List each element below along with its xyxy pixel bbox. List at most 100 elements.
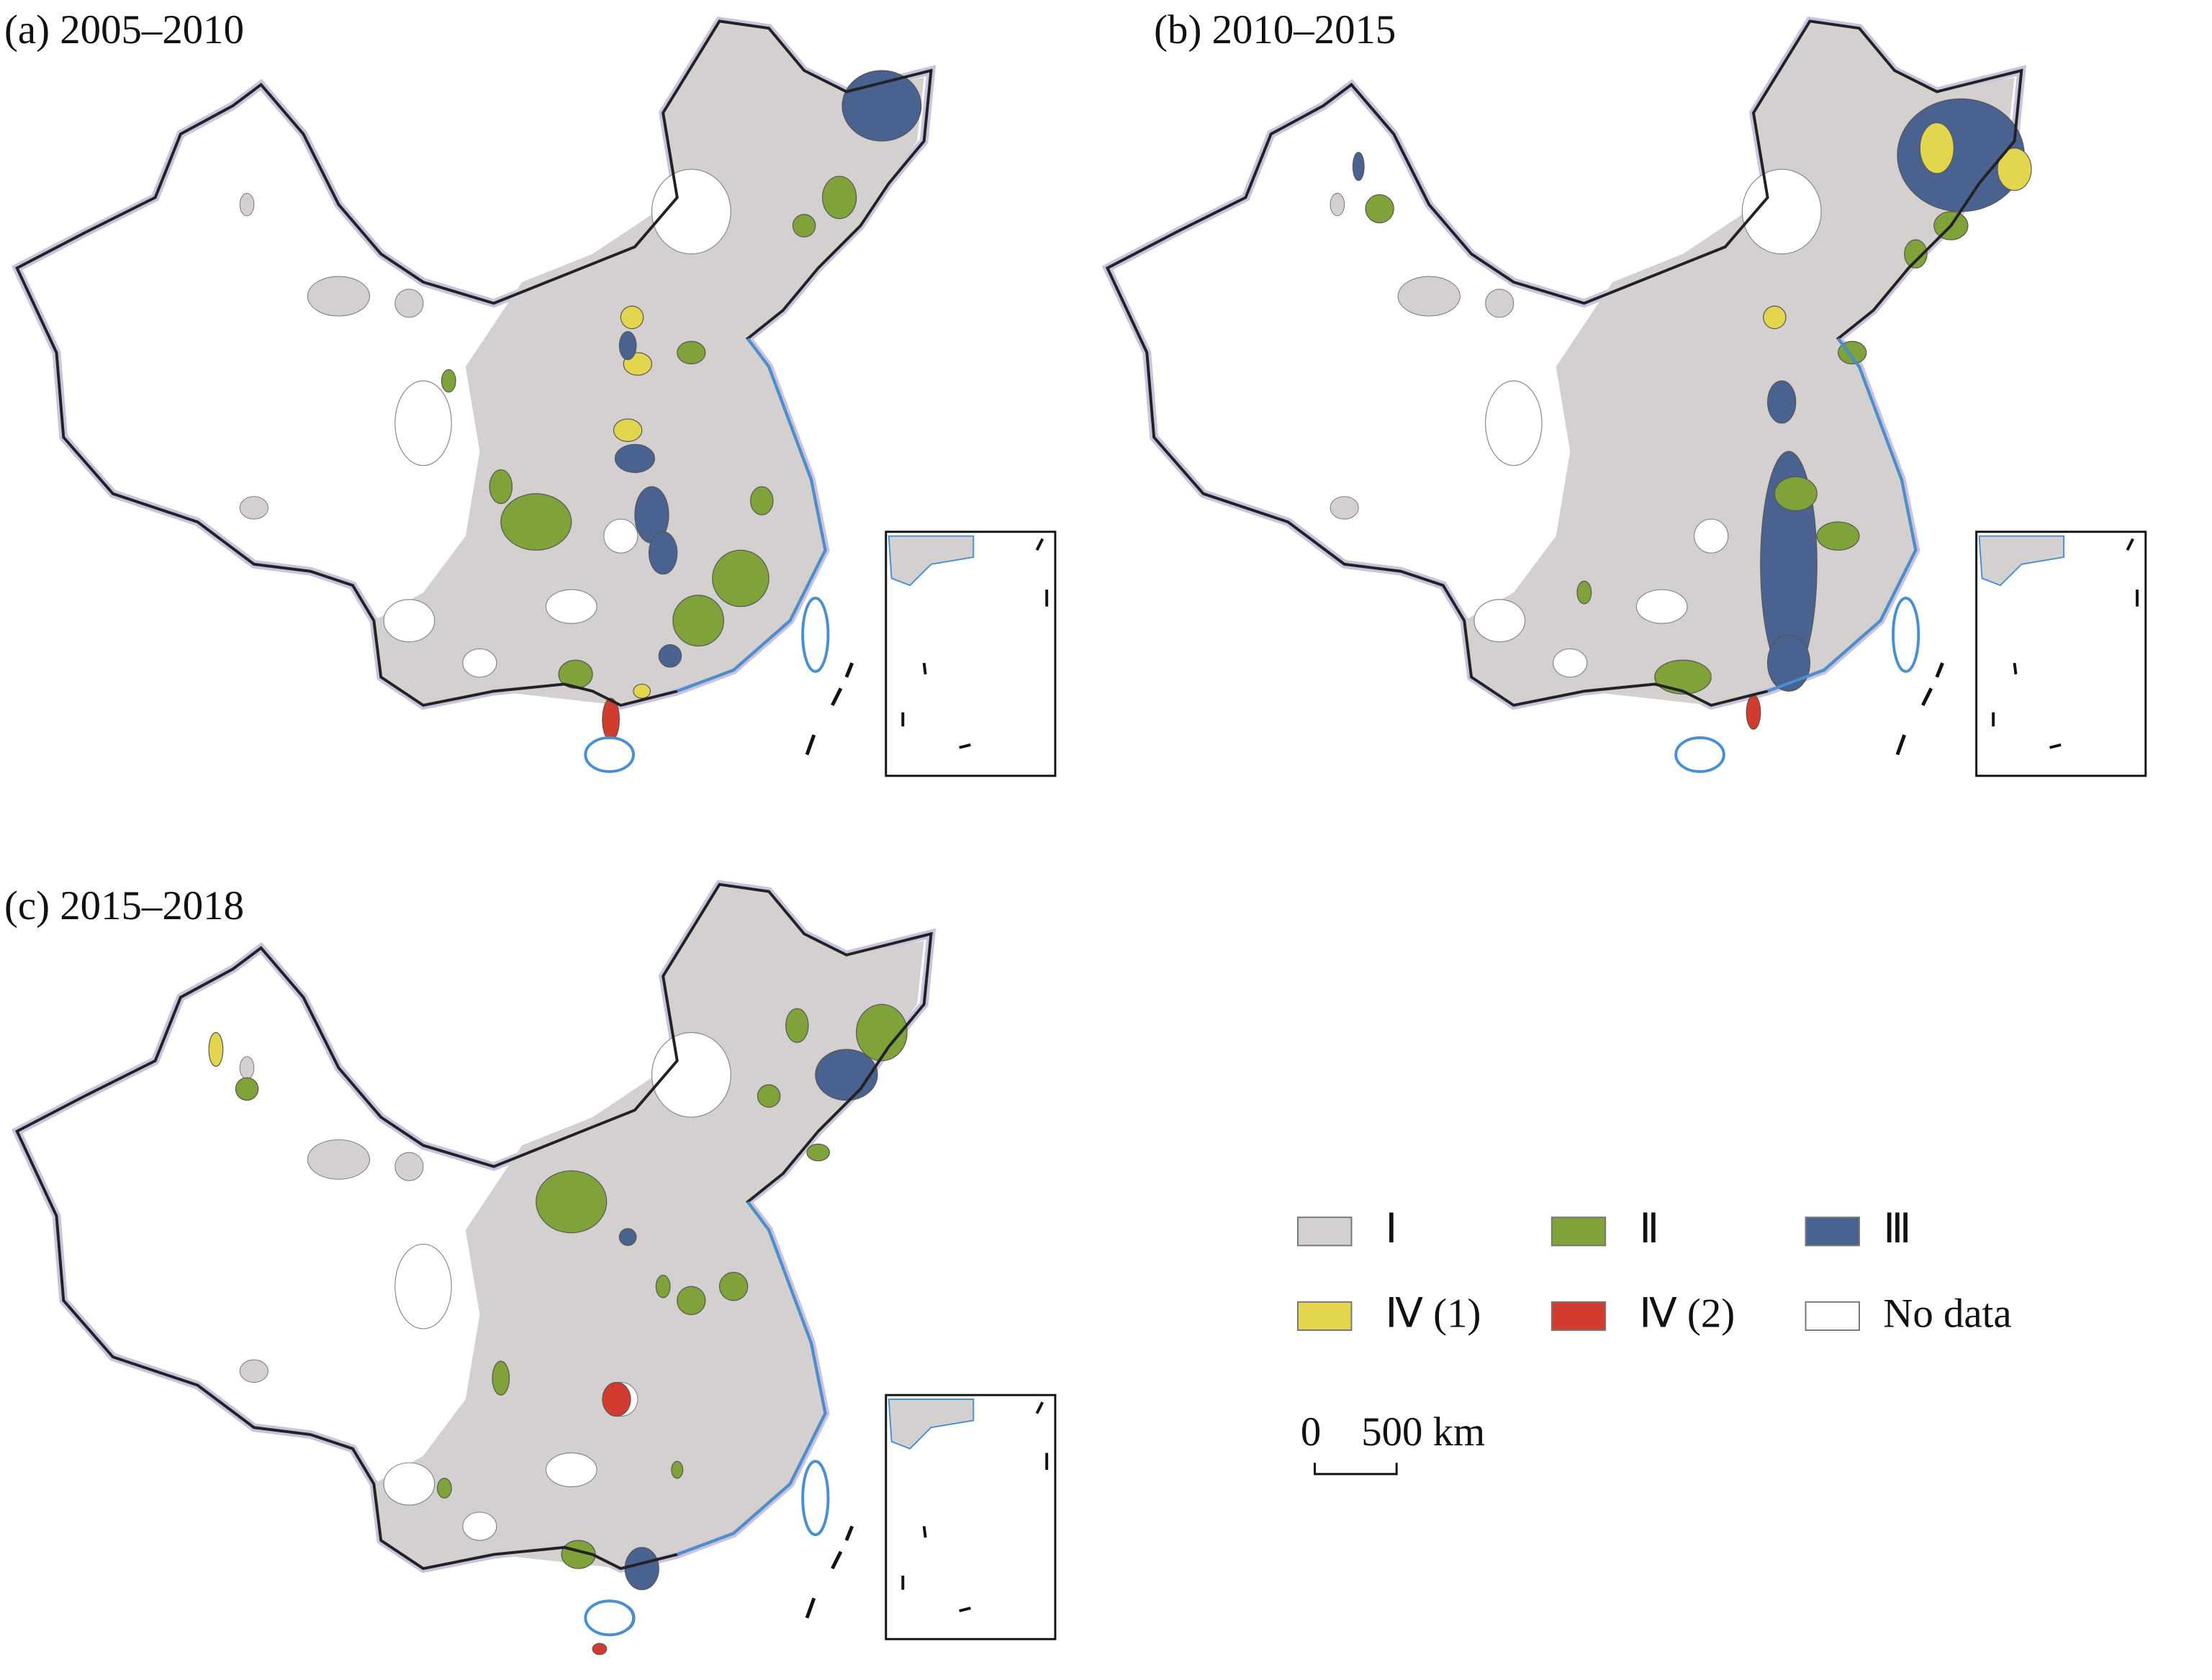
- region: [620, 305, 644, 330]
- no-data-region: [383, 599, 435, 643]
- legend-swatch: [1297, 1216, 1353, 1247]
- region-class-1: [239, 496, 268, 520]
- region: [806, 1143, 830, 1162]
- region: [618, 1228, 637, 1247]
- inset-content: [888, 535, 975, 587]
- region: [1774, 476, 1818, 511]
- region: [441, 369, 456, 393]
- region: [618, 330, 637, 361]
- region-class-1: [1330, 496, 1359, 520]
- map-panel: [11, 17, 1057, 777]
- region-class-1: [239, 1359, 268, 1383]
- region: [536, 1170, 608, 1234]
- no-data-region: [545, 1452, 597, 1488]
- region: [235, 1077, 259, 1101]
- region: [500, 493, 572, 551]
- legend-label: Ⅳ (2): [1639, 1291, 1735, 1336]
- no-data-region: [462, 648, 497, 678]
- no-data-region: [1694, 518, 1729, 554]
- island-dashes: [805, 662, 854, 756]
- region: [677, 1286, 706, 1316]
- scale-start: 0: [1301, 1409, 1321, 1455]
- inset-dashes: [901, 1401, 1049, 1612]
- region: [785, 1008, 809, 1043]
- no-data-region: [1741, 168, 1822, 255]
- no-data-region: [1473, 599, 1526, 643]
- region: [633, 683, 651, 699]
- taiwan: [1892, 596, 1920, 673]
- island-dashes: [805, 1525, 854, 1619]
- region-class-1: [374, 884, 924, 1569]
- legend-swatch: [1805, 1301, 1860, 1331]
- region: [750, 486, 774, 515]
- inset-content: [1978, 535, 2065, 587]
- coastline: [677, 1201, 827, 1556]
- region-class-1: [239, 192, 255, 217]
- region: [718, 1272, 749, 1301]
- taiwan: [801, 1460, 830, 1537]
- region: [1919, 122, 1954, 174]
- region: [1763, 305, 1787, 330]
- scale-end: 500 km: [1361, 1409, 1485, 1455]
- legend: Ⅰ Ⅱ Ⅲ Ⅳ (1) Ⅳ (2) No data: [1297, 1206, 2012, 1336]
- region: [1576, 580, 1592, 605]
- region: [613, 418, 643, 442]
- region: [757, 1084, 781, 1108]
- no-data-region: [651, 168, 731, 255]
- no-data-region: [1553, 648, 1588, 678]
- region-class-1: [394, 1152, 424, 1181]
- country-border: [15, 882, 933, 1571]
- region: [1997, 148, 2032, 191]
- region: [602, 1381, 631, 1417]
- region: [208, 1031, 224, 1067]
- map-panel: [11, 880, 1057, 1656]
- no-data-region: [1485, 380, 1543, 466]
- region: [671, 1460, 684, 1479]
- region: [437, 1478, 452, 1499]
- region: [614, 443, 655, 474]
- inset-dashes: [901, 538, 1049, 749]
- region: [1767, 380, 1797, 424]
- no-data-region: [651, 1031, 731, 1118]
- region: [856, 1003, 908, 1062]
- region-class-1: [394, 289, 424, 318]
- country-border: [1105, 19, 2023, 707]
- region-class-1: [1397, 276, 1461, 317]
- region: [712, 549, 769, 608]
- region-class-1: [1330, 192, 1345, 217]
- region: [658, 643, 682, 668]
- map-panel: [1101, 17, 2147, 777]
- no-data-region: [383, 1462, 435, 1506]
- country-border: [15, 19, 933, 707]
- region: [1767, 634, 1810, 692]
- region: [492, 1360, 510, 1396]
- legend-label: No data: [1883, 1291, 2011, 1336]
- region: [592, 1643, 608, 1656]
- panel-title: (a) 2005–2010: [4, 7, 244, 53]
- no-data-region: [394, 380, 452, 466]
- region-class-1: [239, 1056, 255, 1080]
- hainan: [584, 1599, 635, 1637]
- hainan: [1674, 736, 1725, 773]
- region-class-1: [307, 1139, 371, 1180]
- coastline: [677, 338, 827, 693]
- region: [489, 469, 513, 505]
- taiwan: [801, 596, 830, 673]
- region: [1654, 659, 1712, 695]
- region: [655, 1274, 671, 1299]
- region-class-1: [1464, 21, 2015, 705]
- coastline: [1766, 338, 1918, 693]
- region: [1365, 194, 1394, 224]
- island-dashes: [1895, 662, 1944, 756]
- no-data-region: [603, 518, 638, 554]
- region: [677, 340, 706, 365]
- region: [792, 214, 816, 238]
- region: [624, 1547, 659, 1591]
- region: [1352, 152, 1365, 181]
- legend-swatch: [1297, 1301, 1353, 1331]
- scale-line: [1314, 1463, 1398, 1476]
- region-class-1: [307, 276, 371, 317]
- inset-content: [888, 1399, 975, 1450]
- hainan: [584, 736, 635, 773]
